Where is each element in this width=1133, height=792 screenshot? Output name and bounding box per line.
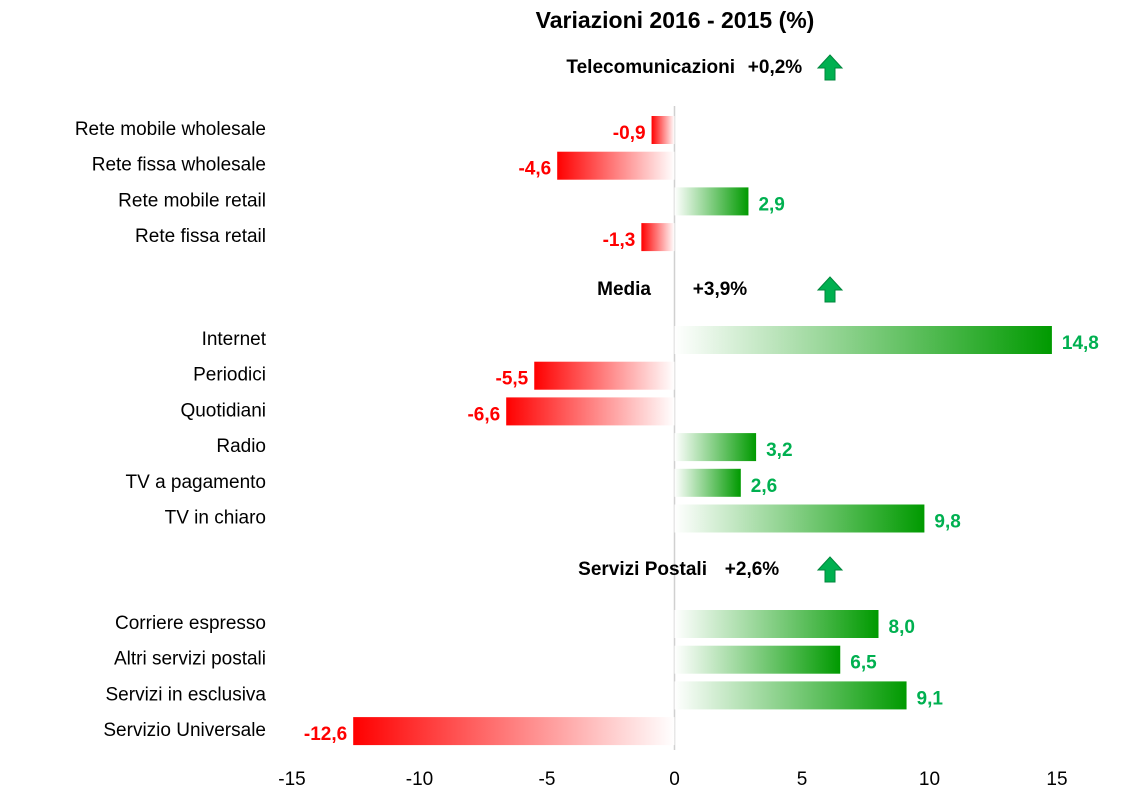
value-label: 2,6 — [751, 476, 777, 497]
category-label: Altri servizi postali — [114, 649, 266, 670]
bar — [674, 681, 907, 710]
bar — [674, 610, 879, 638]
bar — [506, 397, 675, 426]
category-label: Rete fissa wholesale — [92, 155, 266, 176]
value-label: -1,3 — [603, 230, 636, 251]
x-tick-label: 10 — [919, 769, 940, 790]
value-label: -12,6 — [304, 724, 347, 745]
bar — [641, 223, 675, 252]
value-label: 2,9 — [758, 194, 784, 215]
chart-title: Variazioni 2016 - 2015 (%) — [536, 7, 815, 33]
bar — [674, 468, 741, 497]
bar — [651, 116, 675, 144]
x-tick-label: -15 — [278, 769, 305, 790]
category-label: Servizio Universale — [103, 720, 266, 741]
category-label: Radio — [216, 436, 266, 457]
value-label: -5,5 — [496, 369, 529, 390]
bar — [353, 717, 675, 746]
category-label: Quotidiani — [180, 400, 266, 421]
group-total: +0,2% — [748, 57, 803, 78]
value-label: 9,8 — [934, 512, 960, 533]
value-label: 3,2 — [766, 440, 792, 461]
x-tick-label: -5 — [539, 769, 556, 790]
value-label: 14,8 — [1062, 333, 1099, 354]
category-label: Rete fissa retail — [135, 226, 266, 247]
up-arrow — [816, 556, 844, 583]
up-arrow — [816, 276, 844, 303]
group-name: Telecomunicazioni — [566, 57, 735, 78]
value-label: -4,6 — [518, 159, 551, 180]
bar — [674, 645, 841, 674]
bar — [557, 151, 675, 180]
value-label: 8,0 — [889, 617, 915, 638]
group-total: +2,6% — [725, 559, 780, 580]
category-label: Servizi in esclusiva — [106, 684, 267, 705]
bar — [674, 326, 1052, 354]
group-name: Media — [597, 279, 651, 300]
category-label: Rete mobile retail — [118, 190, 266, 211]
bar — [674, 187, 749, 216]
category-label: Rete mobile wholesale — [75, 119, 266, 140]
bar — [674, 433, 757, 462]
category-label: Internet — [202, 329, 267, 350]
group-name: Servizi Postali — [578, 559, 707, 580]
value-label: -6,6 — [467, 404, 500, 425]
x-tick-label: 0 — [669, 769, 680, 790]
x-tick-label: -10 — [406, 769, 433, 790]
bar — [674, 504, 925, 533]
category-label: Corriere espresso — [115, 613, 266, 634]
category-label: TV a pagamento — [126, 472, 266, 493]
value-label: -0,9 — [613, 123, 646, 144]
x-tick-label: 15 — [1046, 769, 1067, 790]
category-label: Periodici — [193, 365, 266, 386]
x-tick-label: 5 — [797, 769, 808, 790]
value-label: 9,1 — [917, 688, 944, 709]
group-total: +3,9% — [693, 279, 748, 300]
value-label: 6,5 — [850, 653, 877, 674]
category-label: TV in chiaro — [165, 508, 266, 529]
bar — [534, 361, 675, 390]
up-arrow — [816, 54, 844, 81]
